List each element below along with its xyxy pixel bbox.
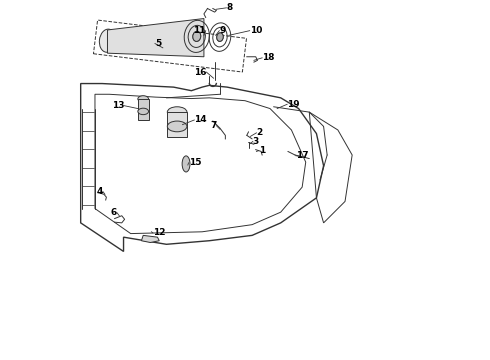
Polygon shape	[107, 18, 204, 57]
Ellipse shape	[138, 108, 148, 114]
Text: 5: 5	[155, 39, 161, 48]
Bar	[138, 99, 148, 120]
Text: 14: 14	[194, 116, 207, 125]
Text: 12: 12	[153, 228, 165, 237]
Text: 11: 11	[193, 26, 206, 35]
Text: 18: 18	[262, 53, 275, 62]
Ellipse shape	[113, 30, 123, 50]
Text: 9: 9	[220, 26, 226, 35]
Text: 8: 8	[226, 3, 233, 12]
Text: 3: 3	[253, 137, 259, 146]
Text: 4: 4	[97, 187, 103, 196]
Text: 19: 19	[287, 100, 300, 109]
Text: 10: 10	[249, 26, 262, 35]
Ellipse shape	[217, 33, 223, 41]
Ellipse shape	[167, 107, 187, 117]
Ellipse shape	[99, 29, 116, 52]
Ellipse shape	[138, 96, 148, 102]
Text: 15: 15	[189, 158, 201, 167]
Text: 16: 16	[194, 68, 206, 77]
Ellipse shape	[167, 121, 187, 132]
Text: 17: 17	[296, 151, 308, 160]
Ellipse shape	[193, 31, 201, 41]
Bar	[167, 112, 187, 137]
Text: 7: 7	[210, 121, 217, 130]
Polygon shape	[142, 235, 159, 243]
Text: 13: 13	[112, 101, 124, 110]
Text: 1: 1	[259, 146, 265, 155]
Text: 6: 6	[111, 208, 117, 217]
Ellipse shape	[182, 156, 190, 172]
Text: 2: 2	[256, 129, 263, 138]
